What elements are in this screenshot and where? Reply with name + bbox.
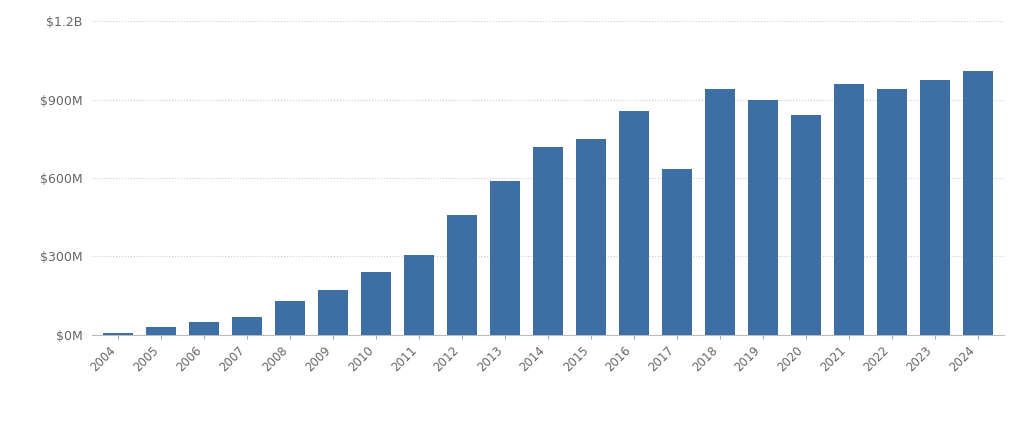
Bar [748, 100, 778, 335]
Bar [274, 301, 305, 335]
Bar [963, 71, 993, 335]
Bar [446, 214, 477, 335]
Bar [188, 322, 219, 335]
Bar [489, 181, 520, 335]
Bar [360, 272, 391, 335]
Bar [403, 255, 434, 335]
Bar [791, 115, 821, 335]
Bar [877, 89, 907, 335]
Bar [662, 169, 692, 335]
Bar [317, 290, 348, 335]
Bar [618, 112, 649, 335]
Bar [532, 147, 563, 335]
Bar [705, 89, 735, 335]
Bar [102, 333, 133, 335]
Bar [834, 84, 864, 335]
Bar [145, 327, 176, 335]
Bar [231, 317, 262, 335]
Bar [920, 80, 950, 335]
Bar [575, 139, 606, 335]
